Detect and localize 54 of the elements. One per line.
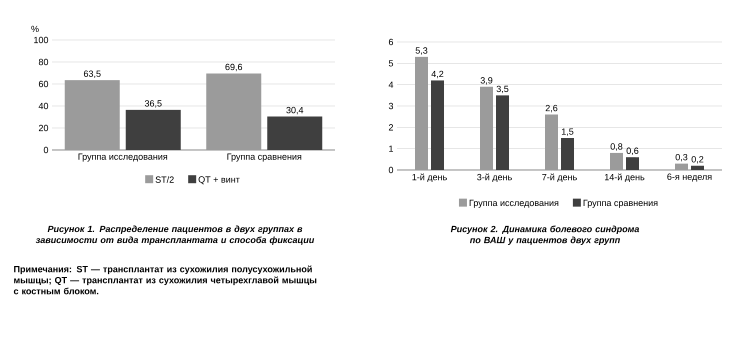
data-label: 3,5	[496, 86, 508, 94]
x-tick-label: 14-й день	[604, 174, 644, 182]
bar	[431, 80, 444, 170]
y-axis-title: %	[31, 26, 39, 32]
legend-label: QT + винт	[198, 176, 240, 184]
y-tick-label: 20	[38, 124, 48, 132]
bar	[415, 56, 428, 170]
text: Рисунок 2. Динамика болевого синдрома по ВАШ у пациентов двух групп	[450, 226, 640, 245]
bar	[206, 73, 262, 150]
x-tick-label: 6-я неделя	[667, 174, 712, 182]
bar	[480, 86, 494, 170]
bar	[610, 152, 624, 170]
text: Рисунок 1. Распределение пациентов в двух группах в зависимости от вида трансплантата и способа фиксации	[36, 226, 314, 245]
legend-label: Группа сравнения	[584, 200, 658, 208]
bar	[545, 114, 558, 170]
bar	[626, 157, 639, 170]
y-tick-label: 0	[44, 146, 48, 154]
x-tick-label: 7-й день	[542, 174, 577, 182]
y-tick-label: 80	[38, 58, 48, 66]
data-label: 69,6	[225, 64, 242, 72]
y-tick-label: 100	[34, 36, 48, 44]
bar	[675, 164, 688, 170]
y-tick-label: 3	[388, 102, 394, 110]
y-tick-label: 4	[388, 82, 394, 88]
y-tick-label: 0	[388, 166, 394, 174]
data-label: 30,4	[286, 106, 304, 114]
y-tick-label: 2	[388, 124, 394, 130]
bar	[691, 166, 704, 170]
bar	[126, 110, 181, 150]
y-tick-label: 6	[388, 38, 394, 46]
data-label: 36,5	[144, 100, 162, 108]
y-tick-label: 1	[389, 146, 394, 152]
text: Примечания: ST — трансплантат из сухожилия полусухожильной мышцы; QT — трансплантат из сухожилия четырехглавой мышцы с костным блоком.	[14, 266, 316, 294]
data-label: 0,6	[626, 148, 638, 155]
data-label: 0,8	[610, 143, 622, 151]
x-tick-label: 1-й день	[412, 174, 447, 182]
data-label: 63,5	[84, 70, 101, 78]
data-label: 3,9	[480, 77, 492, 85]
bar	[64, 80, 120, 150]
data-label: 4,2	[431, 70, 444, 78]
y-tick-label: 60	[38, 80, 48, 88]
bar	[561, 138, 574, 170]
data-label: 0,3	[676, 154, 688, 162]
y-tick-label: 5	[388, 60, 394, 66]
bar	[267, 116, 322, 150]
data-label: 0,2	[692, 156, 704, 164]
data-label: 5,3	[416, 47, 428, 55]
data-label: 2,6	[546, 104, 558, 112]
y-tick-label: 40	[38, 102, 48, 110]
x-tick-label: 3-й день	[477, 174, 512, 182]
legend-label: ST/2	[156, 176, 174, 183]
data-label: 1,5	[562, 128, 574, 136]
bar	[496, 95, 510, 170]
legend-label: Группа исследования	[470, 200, 558, 208]
